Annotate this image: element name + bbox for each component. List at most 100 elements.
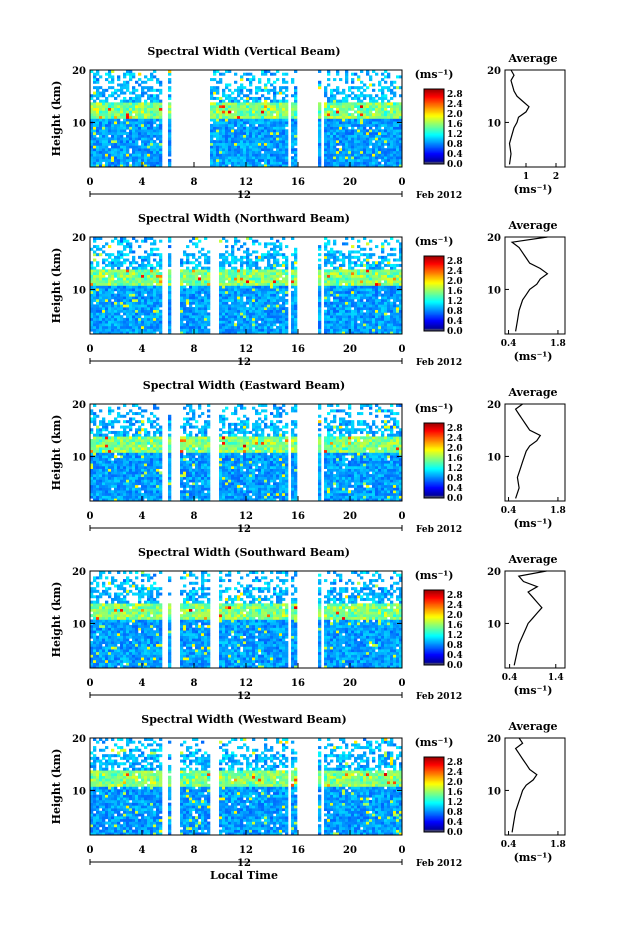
heatmap-cell xyxy=(150,72,154,76)
heatmap-cell xyxy=(96,315,100,319)
heatmap-cell xyxy=(273,280,277,284)
heatmap-cell xyxy=(291,301,295,305)
heatmap-cell xyxy=(384,239,388,243)
heatmap-cell xyxy=(270,140,274,144)
heatmap-cell xyxy=(156,320,160,324)
heatmap-cell xyxy=(219,134,223,138)
heatmap-cell xyxy=(225,277,229,281)
heatmap-cell xyxy=(198,293,202,297)
heatmap-cell xyxy=(393,309,397,313)
heatmap-cell xyxy=(186,245,190,249)
heatmap-cell xyxy=(366,121,370,125)
heatmap-cell xyxy=(183,293,187,297)
heatmap-cell xyxy=(93,102,97,106)
heatmap-cell xyxy=(168,102,172,106)
heatmap-cell xyxy=(90,325,94,329)
heatmap-cell xyxy=(324,129,328,133)
heatmap-cell xyxy=(90,107,94,111)
heatmap-cell xyxy=(381,247,385,251)
heatmap-cell xyxy=(399,110,403,114)
heatmap-cell xyxy=(261,94,265,98)
heatmap-cell xyxy=(240,263,244,267)
heatmap-cell xyxy=(318,107,322,111)
heatmap-cell xyxy=(351,137,355,141)
heatmap-cell xyxy=(144,99,148,103)
heatmap-cell xyxy=(117,274,121,278)
heatmap-cell xyxy=(144,158,148,162)
heatmap-cell xyxy=(123,309,127,313)
heatmap-cell xyxy=(342,269,346,273)
heatmap-cell xyxy=(123,105,127,109)
heatmap-cell xyxy=(126,164,130,168)
heatmap-cell xyxy=(354,317,358,321)
heatmap-cell xyxy=(348,153,352,157)
heatmap-cell xyxy=(243,86,247,90)
heatmap-cell xyxy=(249,237,253,240)
heatmap-cell xyxy=(378,293,382,297)
heatmap-cell xyxy=(345,323,349,327)
heatmap-cell xyxy=(354,148,358,152)
heatmap-cell xyxy=(339,331,343,335)
heatmap-cell xyxy=(159,80,163,84)
heatmap-cell xyxy=(99,129,103,133)
heatmap-cell xyxy=(219,164,223,168)
heatmap-cell xyxy=(339,115,343,119)
heatmap-cell xyxy=(99,156,103,160)
heatmap-cell xyxy=(360,285,364,289)
heatmap-cell xyxy=(102,158,106,162)
heatmap-cell xyxy=(261,153,265,157)
heatmap-cell xyxy=(219,263,223,267)
heatmap-cell xyxy=(333,142,337,146)
heatmap-cell xyxy=(264,153,268,157)
heatmap-cell xyxy=(225,269,229,273)
heatmap-cell xyxy=(399,277,403,281)
heatmap-cell xyxy=(252,307,256,311)
heatmap-cell xyxy=(243,115,247,119)
heatmap-cell xyxy=(369,99,373,103)
heatmap-cell xyxy=(357,86,361,90)
heatmap-cell xyxy=(294,312,298,316)
heatmap-cell xyxy=(366,290,370,294)
heatmap-cell xyxy=(99,131,103,135)
heatmap-cell xyxy=(381,94,385,98)
heatmap-cell xyxy=(294,247,298,251)
heatmap-cell xyxy=(219,282,223,286)
heatmap-cell xyxy=(120,269,124,273)
heatmap-cell xyxy=(90,312,94,316)
heatmap-cell xyxy=(276,78,280,82)
heatmap-cell xyxy=(168,164,172,168)
heatmap-cell xyxy=(342,88,346,92)
heatmap-cell xyxy=(237,107,241,111)
heatmap-cell xyxy=(351,150,355,154)
heatmap-cell xyxy=(144,285,148,289)
heatmap-cell xyxy=(294,320,298,324)
heatmap-cell xyxy=(264,113,268,117)
heatmap-cell xyxy=(333,323,337,327)
heatmap-cell xyxy=(285,88,289,92)
heatmap-cell xyxy=(333,272,337,276)
heatmap-cell xyxy=(114,320,118,324)
colorbar-swatch xyxy=(424,96,444,99)
heatmap-cell xyxy=(210,123,214,127)
heatmap-cell xyxy=(390,137,394,141)
heatmap-cell xyxy=(231,102,235,106)
heatmap-cell xyxy=(240,266,244,270)
heatmap-cell xyxy=(258,323,262,327)
heatmap-cell xyxy=(114,121,118,125)
heatmap-cell xyxy=(183,331,187,335)
heatmap-cell xyxy=(324,113,328,117)
heatmap-cell xyxy=(228,131,232,135)
heatmap-cell xyxy=(357,298,361,302)
heatmap-cell xyxy=(114,142,118,146)
heatmap-cell xyxy=(294,269,298,273)
heatmap-cell xyxy=(243,137,247,141)
heatmap-cell xyxy=(126,312,130,316)
heatmap-cell xyxy=(372,301,376,305)
heatmap-cell xyxy=(105,134,109,138)
heatmap-cell xyxy=(360,91,364,95)
heatmap-cell xyxy=(216,153,220,157)
heatmap-cell xyxy=(135,148,139,152)
heatmap-cell xyxy=(150,263,154,267)
heatmap-cell xyxy=(135,290,139,294)
heatmap-cell xyxy=(342,280,346,284)
